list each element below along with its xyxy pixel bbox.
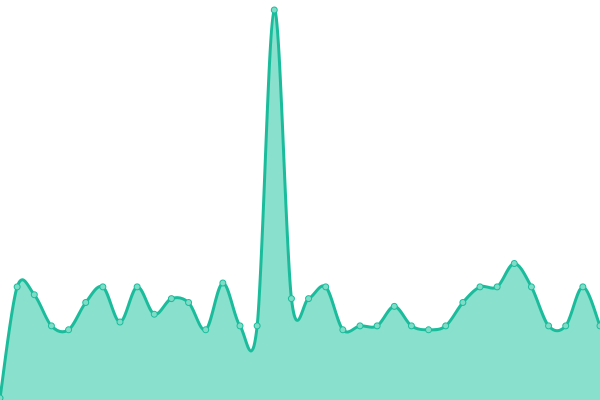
- data-point: [339, 326, 347, 334]
- data-point: [425, 326, 433, 334]
- data-point: [596, 322, 600, 330]
- data-point: [270, 6, 278, 14]
- data-point: [65, 326, 73, 334]
- data-point: [116, 318, 124, 326]
- data-point: [476, 283, 484, 291]
- data-points: [0, 6, 600, 400]
- data-point: [236, 322, 244, 330]
- data-point: [373, 322, 381, 330]
- data-point: [442, 322, 450, 330]
- data-point: [13, 283, 21, 291]
- data-point: [390, 302, 398, 310]
- data-point: [167, 295, 175, 303]
- data-point: [562, 322, 570, 330]
- data-point: [82, 299, 90, 306]
- data-point: [47, 322, 55, 330]
- data-point: [99, 283, 107, 291]
- data-point: [253, 322, 261, 330]
- area-fill: [0, 9, 600, 400]
- data-point: [322, 283, 330, 291]
- data-point: [545, 322, 553, 330]
- data-point: [185, 299, 193, 306]
- data-point: [30, 291, 38, 299]
- data-point: [219, 279, 227, 287]
- data-point: [356, 322, 364, 330]
- data-point: [287, 295, 295, 303]
- data-point: [150, 310, 158, 318]
- data-point: [459, 299, 467, 306]
- data-point: [493, 283, 501, 291]
- data-point: [527, 283, 535, 291]
- data-point: [133, 283, 141, 291]
- data-point: [305, 295, 313, 303]
- data-point: [202, 326, 210, 334]
- data-point: [579, 283, 587, 291]
- data-point: [407, 322, 415, 330]
- data-point: [510, 260, 518, 267]
- data-point: [0, 394, 4, 400]
